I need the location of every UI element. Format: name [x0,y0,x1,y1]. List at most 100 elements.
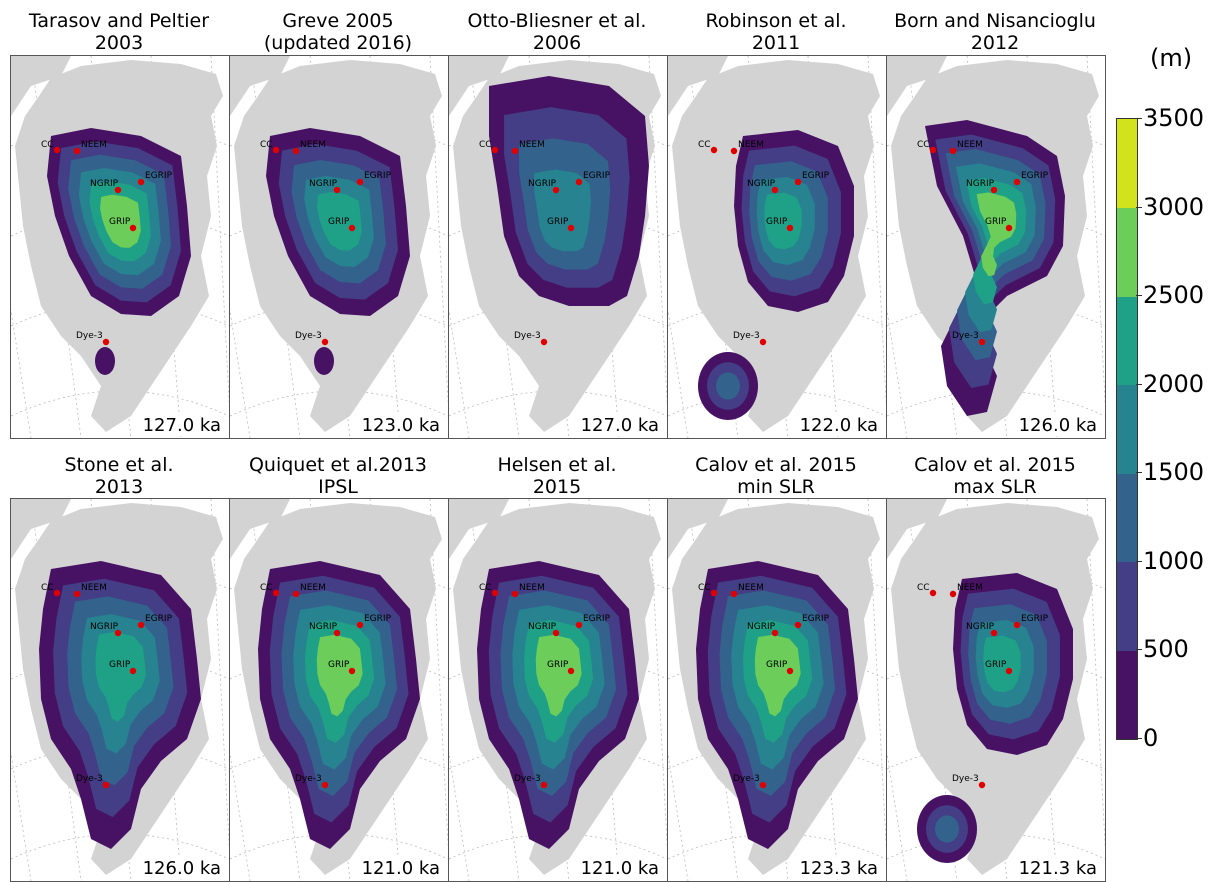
ice-core-site-label: NEEM [957,140,983,150]
ice-core-site-marker [552,629,560,637]
ice-core-site-marker [949,147,957,155]
colorbar-band [1117,384,1137,474]
graticule-parallel [230,390,448,417]
panel-title: Calov et al. 2015 min SLR [661,454,891,498]
graticule-meridian [1086,56,1105,408]
ice-core-site-marker [102,338,110,346]
ice-core-site-label: NGRIP [309,179,338,189]
graticule-meridian [648,499,667,851]
ice-core-site-label: GRIP [547,660,569,670]
ice-core-site-label: NGRIP [90,622,119,632]
colorbar-tick-label: 1500 [1143,458,1205,487]
colorbar-band [1117,207,1137,297]
ice-core-site-marker [137,621,145,629]
ice-core-site-label: GRIP [547,217,569,227]
ice-core-site-label: GRIP [109,217,131,227]
ice-core-site-marker [978,338,986,346]
colorbar-tick-label: 2000 [1143,369,1205,398]
graticule-parallel [449,833,667,860]
ice-core-site-marker [540,781,548,789]
age-label: 121.3 ka [1016,858,1099,879]
ice-core-site-marker [53,146,61,154]
ice-core-site-label: NGRIP [966,179,995,189]
graticule-parallel [887,743,1105,770]
panel-title: Quiquet et al.2013 IPSL [223,454,453,498]
ice-core-site-marker [321,781,329,789]
panel-title: Calov et al. 2015 max SLR [880,454,1110,498]
ice-core-site-label: NEEM [300,140,326,150]
panel-title-line-1: Stone et al. [64,454,174,476]
map-frame: CC NEEM NGRIP EGRIP GRIP Dye-3 121.0 ka [448,498,668,882]
land-mask-canada [887,499,947,559]
ice-core-site-label: Dye-3 [76,331,103,341]
ice-thickness-map: CC NEEM NGRIP EGRIP GRIP Dye-3 [668,499,886,881]
southern-ice-dome [314,347,334,375]
graticule-parallel [668,390,886,417]
map-frame: CC NEEM NGRIP EGRIP GRIP Dye-3 126.0 ka [886,55,1106,439]
ice-core-site-marker [491,146,499,154]
panel-title-line-2: 2003 [94,32,144,54]
ice-core-site-label: EGRIP [583,171,611,181]
ice-core-site-label: EGRIP [364,614,392,624]
ice-core-site-label: EGRIP [1021,614,1049,624]
ice-thickness-map: CC NEEM NGRIP EGRIP GRIP Dye-3 [11,56,229,438]
ice-core-site-label: NEEM [81,583,107,593]
panel-title-line-2: 2011 [751,32,801,54]
graticule-parallel [11,743,229,770]
graticule-meridian [249,499,301,881]
panel-title-line-1: Otto-Bliesner et al. [467,10,647,32]
colorbar-band [1117,119,1137,209]
ice-core-site-marker [272,589,280,597]
ice-core-site-label: GRIP [985,217,1007,227]
ice-core-site-marker [759,781,767,789]
land-mask-canada [11,499,71,559]
graticule-parallel [449,390,667,417]
graticule-parallel [11,833,229,860]
ice-core-site-marker [73,590,81,598]
southern-ice-dome [95,347,115,375]
panel-title: Stone et al. 2013 [4,454,234,498]
ice-core-site-label: CC [479,583,492,593]
ice-thickness-band [535,634,582,717]
panel-title-line-2: 2006 [532,32,582,54]
ice-core-site-marker [73,147,81,155]
ice-core-site-marker [292,147,300,155]
age-label: 123.0 ka [359,415,442,436]
ice-core-site-label: CC [698,140,711,150]
ice-core-site-label: Dye-3 [733,774,760,784]
ice-thickness-map: CC NEEM NGRIP EGRIP GRIP Dye-3 [887,499,1105,881]
ice-core-site-label: CC [479,140,492,150]
ice-core-site-label: Dye-3 [295,774,322,784]
graticule-meridian [867,499,886,851]
ice-core-site-label: NEEM [957,583,983,593]
colorbar-tick-mark [1136,560,1142,562]
age-label: 122.0 ka [797,415,880,436]
ice-core-site-label: NEEM [519,140,545,150]
ice-core-site-marker [710,146,718,154]
graticule-meridian [30,56,82,438]
land-mask-canada [11,56,71,116]
ice-core-site-marker [575,621,583,629]
panel-title-line-1: Quiquet et al.2013 [248,454,428,476]
ice-core-site-label: NGRIP [747,622,776,632]
ice-core-site-marker [272,146,280,154]
ice-core-site-label: NEEM [738,140,764,150]
colorbar-tick-mark [1136,118,1142,119]
panel-title-line-2: IPSL [318,476,358,498]
ice-core-site-label: CC [41,140,54,150]
ice-core-site-label: EGRIP [1021,171,1049,181]
ice-core-site-marker [567,667,575,675]
ice-core-site-marker [567,224,575,232]
ice-core-site-label: EGRIP [364,171,392,181]
ice-core-site-label: NEEM [738,583,764,593]
ice-core-site-label: GRIP [766,660,788,670]
ice-core-site-marker [949,590,957,598]
age-label: 121.0 ka [359,858,442,879]
ice-thickness-map: CC NEEM NGRIP EGRIP GRIP Dye-3 [668,56,886,438]
panel-title: Helsen et al. 2015 [442,454,672,498]
ice-core-site-marker [540,338,548,346]
colorbar-tick-mark [1136,472,1142,474]
age-label: 123.3 ka [797,858,880,879]
graticule-meridian [429,499,448,851]
ice-core-site-label: CC [698,583,711,593]
